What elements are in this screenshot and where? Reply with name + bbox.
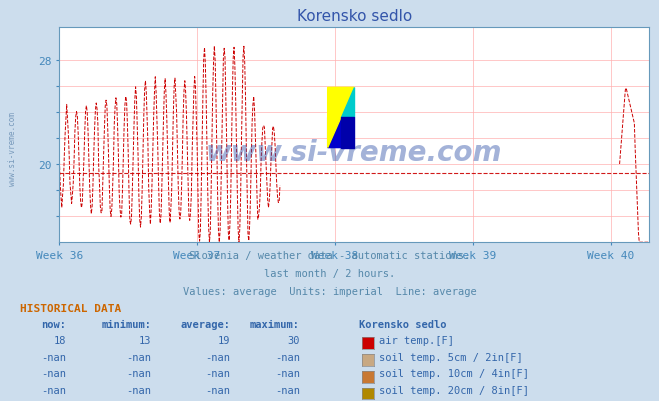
Text: -nan: -nan	[41, 352, 66, 362]
Text: soil temp. 20cm / 8in[F]: soil temp. 20cm / 8in[F]	[379, 385, 529, 395]
Text: soil temp. 5cm / 2in[F]: soil temp. 5cm / 2in[F]	[379, 352, 523, 362]
Text: -nan: -nan	[127, 385, 152, 395]
Text: -nan: -nan	[275, 369, 300, 379]
Polygon shape	[328, 88, 355, 148]
Text: www.si-vreme.com: www.si-vreme.com	[8, 111, 17, 185]
Polygon shape	[328, 118, 355, 148]
Text: -nan: -nan	[41, 369, 66, 379]
Text: -nan: -nan	[127, 352, 152, 362]
Text: Korensko sedlo: Korensko sedlo	[359, 319, 447, 329]
Text: -nan: -nan	[206, 369, 231, 379]
Text: -nan: -nan	[127, 369, 152, 379]
Text: -nan: -nan	[275, 352, 300, 362]
Text: maximum:: maximum:	[250, 319, 300, 329]
Text: HISTORICAL DATA: HISTORICAL DATA	[20, 303, 121, 313]
Text: 30: 30	[287, 335, 300, 345]
Text: minimum:: minimum:	[101, 319, 152, 329]
Text: 18: 18	[53, 335, 66, 345]
Text: -nan: -nan	[41, 385, 66, 395]
Text: www.si-vreme.com: www.si-vreme.com	[206, 138, 502, 166]
Text: now:: now:	[41, 319, 66, 329]
Polygon shape	[341, 88, 355, 118]
Text: air temp.[F]: air temp.[F]	[379, 335, 454, 345]
Text: soil temp. 10cm / 4in[F]: soil temp. 10cm / 4in[F]	[379, 369, 529, 379]
Text: -nan: -nan	[275, 385, 300, 395]
Text: last month / 2 hours.: last month / 2 hours.	[264, 269, 395, 279]
Text: average:: average:	[181, 319, 231, 329]
Polygon shape	[341, 118, 355, 148]
Text: 13: 13	[139, 335, 152, 345]
Text: 19: 19	[218, 335, 231, 345]
Title: Korensko sedlo: Korensko sedlo	[297, 9, 412, 24]
Text: Slovenia / weather data - automatic stations.: Slovenia / weather data - automatic stat…	[189, 251, 470, 261]
Text: Values: average  Units: imperial  Line: average: Values: average Units: imperial Line: av…	[183, 287, 476, 297]
Text: -nan: -nan	[206, 352, 231, 362]
Text: -nan: -nan	[206, 385, 231, 395]
